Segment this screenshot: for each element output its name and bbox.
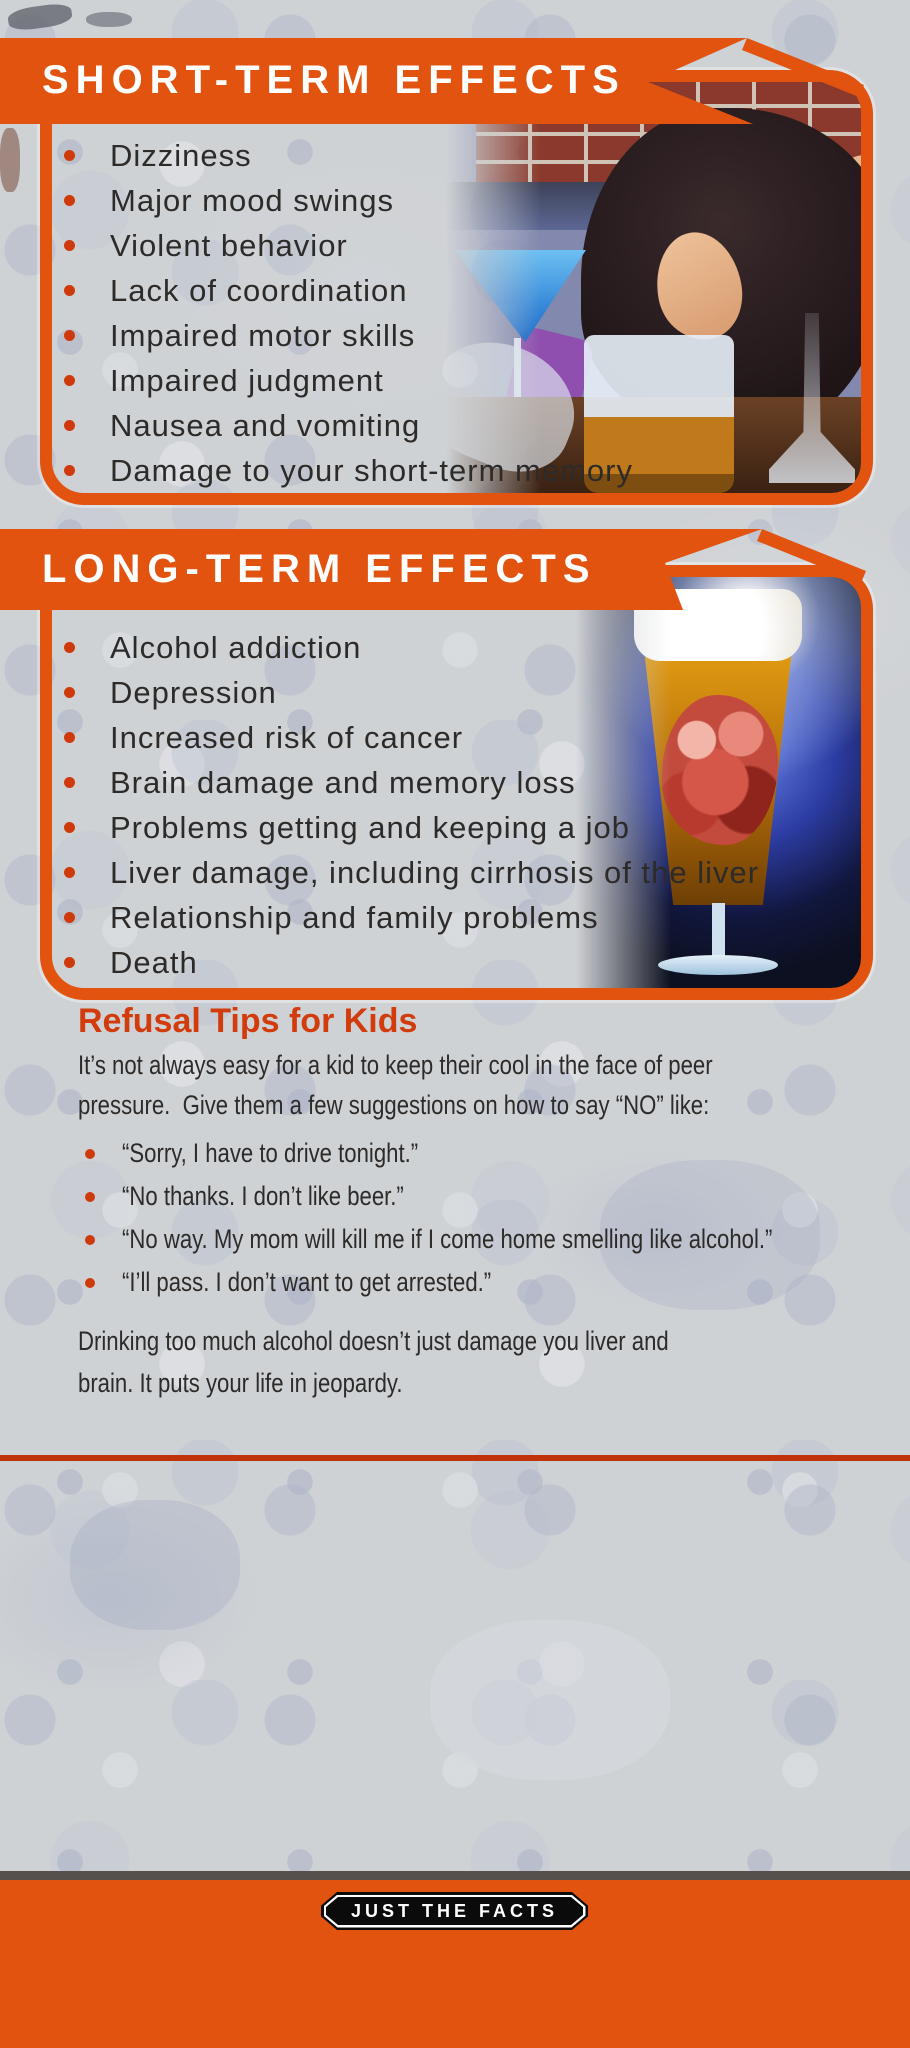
refusal-intro-line: It’s not always easy for a kid to keep t… [78, 1050, 713, 1080]
list-item: Increased risk of cancer [64, 715, 759, 760]
texture-splotch [70, 1500, 240, 1630]
texture-splotch [6, 1, 74, 33]
bullet-icon [85, 1234, 95, 1245]
bullet-icon [64, 732, 75, 743]
short-term-effects-box: Dizziness Major mood swings Violent beha… [40, 70, 873, 505]
list-item: “No way. My mom will kill me if I come h… [85, 1218, 910, 1261]
list-item: Death [64, 940, 759, 985]
footer: JUST THE FACTS [0, 1880, 910, 2048]
bullet-icon [85, 1277, 95, 1288]
long-term-effects-list: Alcohol addiction Depression Increased r… [64, 625, 759, 985]
closing-line: Drinking too much alcohol doesn’t just d… [78, 1326, 669, 1356]
horizontal-rule [0, 1455, 910, 1461]
brain-in-glass [662, 695, 778, 845]
texture-splotch [86, 12, 132, 27]
list-item: Liver damage, including cirrhosis of the… [64, 850, 759, 895]
list-item: Impaired judgment [64, 358, 633, 403]
list-item: “Sorry, I have to drive tonight.” [85, 1132, 910, 1175]
refusal-quotes-list: “Sorry, I have to drive tonight.” “No th… [85, 1132, 910, 1304]
photo-beer-glass-with-brain [576, 577, 861, 988]
whiskey-glass [584, 335, 734, 493]
texture-splotch [0, 128, 20, 192]
footer-divider [0, 1871, 910, 1880]
bullet-icon [64, 285, 75, 296]
just-the-facts-badge: JUST THE FACTS [321, 1892, 588, 1930]
photo-woman-with-drinks [446, 82, 861, 493]
badge-white-ring: JUST THE FACTS [324, 1895, 586, 1928]
list-item: Nausea and vomiting [64, 403, 633, 448]
list-item: Problems getting and keeping a job [64, 805, 759, 850]
closing-line: brain. It puts your life in jeopardy. [78, 1368, 403, 1398]
bullet-icon [64, 642, 75, 653]
refusal-intro-line: pressure. Give them a few suggestions on… [78, 1090, 710, 1120]
bullet-icon [64, 912, 75, 923]
list-item: Brain damage and memory loss [64, 760, 759, 805]
list-item: Major mood swings [64, 178, 633, 223]
list-item: Dizziness [64, 133, 633, 178]
badge-label: JUST THE FACTS [350, 1900, 558, 1921]
bullet-icon [64, 465, 75, 476]
bullet-icon [64, 822, 75, 833]
bullet-icon [64, 420, 75, 431]
bullet-icon [64, 150, 75, 161]
list-item: Violent behavior [64, 223, 633, 268]
list-item: Lack of coordination [64, 268, 633, 313]
bullet-icon [85, 1191, 95, 1202]
glass-foot [658, 955, 778, 975]
bullet-icon [85, 1148, 95, 1159]
texture-splotch [430, 1620, 670, 1780]
list-item: Depression [64, 670, 759, 715]
badge-core: JUST THE FACTS [326, 1897, 583, 1925]
short-term-effects-list: Dizziness Major mood swings Violent beha… [64, 133, 633, 493]
bullet-icon [64, 240, 75, 251]
bullet-icon [64, 777, 75, 788]
refusal-tips-heading: Refusal Tips for Kids [78, 1002, 418, 1040]
list-item: Relationship and family problems [64, 895, 759, 940]
list-item: Alcohol addiction [64, 625, 759, 670]
list-item: Damage to your short-term memory [64, 448, 633, 493]
long-term-banner-title: LONG-TERM EFFECTS [42, 547, 597, 591]
bullet-icon [64, 195, 75, 206]
bullet-icon [64, 867, 75, 878]
bullet-icon [64, 330, 75, 341]
short-term-banner-title: SHORT-TERM EFFECTS [42, 58, 626, 102]
bullet-icon [64, 957, 75, 968]
list-item: “No thanks. I don’t like beer.” [85, 1175, 910, 1218]
bullet-icon [64, 687, 75, 698]
long-term-effects-box: Alcohol addiction Depression Increased r… [40, 565, 873, 1000]
list-item: Impaired motor skills [64, 313, 633, 358]
glass-stem [712, 903, 725, 961]
bullet-icon [64, 375, 75, 386]
list-item: “I’ll pass. I don’t want to get arrested… [85, 1261, 910, 1304]
